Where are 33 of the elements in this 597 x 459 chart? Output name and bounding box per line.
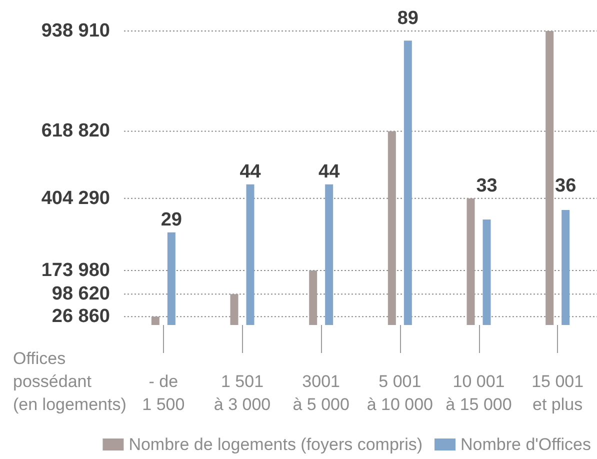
y-tick-label: 404 290 [41,188,110,209]
bar [466,198,475,325]
legend-label: Nombre d'Offices [460,435,592,454]
x-axis-title: Offices possédant (en logements) [13,349,126,414]
bar [230,294,238,325]
data-label: 89 [397,8,418,29]
data-label: 33 [476,175,498,196]
y-tick-label: 26 860 [52,306,110,328]
x-tick-label: 1 501 à 3 000 [214,372,271,414]
legend-label: Nombre de logements (foyers compris) [128,435,423,454]
data-label: 44 [240,161,262,182]
bar [309,270,318,325]
x-tick-label: 15 001 et plus [532,372,584,414]
y-tick-label: 98 620 [52,284,110,305]
bar [482,220,491,325]
bar [404,40,412,325]
bar [167,232,176,325]
bar [151,316,160,325]
x-tick-label: 10 001 à 15 000 [446,372,512,414]
y-tick-label: 938 910 [41,20,110,42]
x-tick-label: 3001 à 5 000 [292,372,350,414]
bar [246,184,254,325]
y-tick-label: 618 820 [41,120,110,142]
data-label: 44 [318,161,340,182]
bar [546,31,554,325]
bar [388,131,396,325]
bar [325,184,334,325]
data-label: 36 [555,175,576,196]
bar [562,210,570,325]
data-label: 29 [160,209,182,230]
x-tick-label: - de 1 500 [142,372,185,414]
y-tick-label: 173 980 [41,260,110,282]
x-tick-label: 5 001 à 10 000 [366,372,434,414]
